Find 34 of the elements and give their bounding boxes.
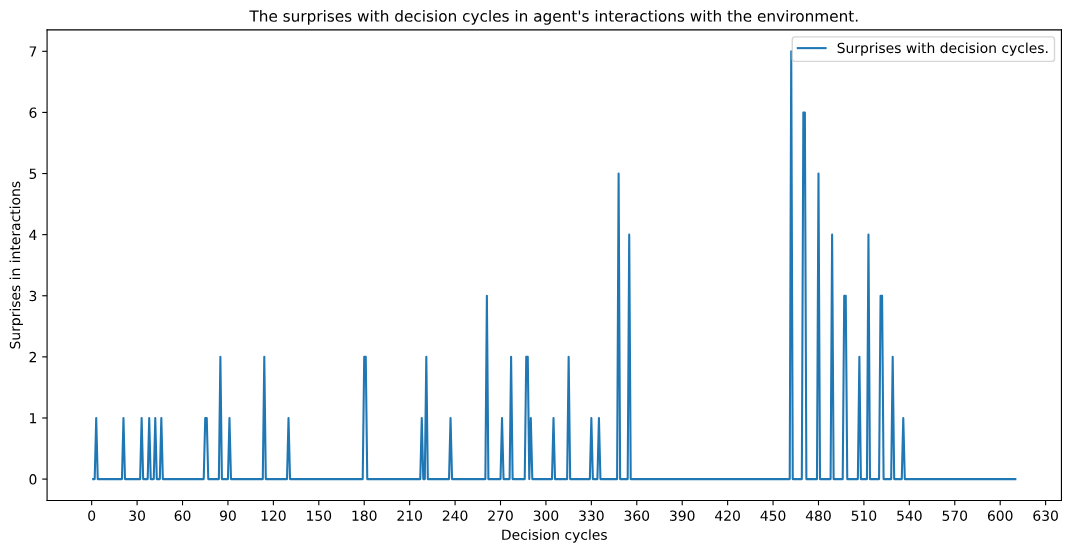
x-tick-label: 540 — [897, 510, 922, 521]
y-tick-label: 7 — [29, 46, 37, 57]
y-tick-label: 1 — [30, 413, 37, 424]
x-tick-label: 60 — [174, 510, 191, 521]
x-axis-title: Decision cycles — [502, 529, 607, 543]
y-tick-label: 0 — [29, 474, 37, 485]
y-tick-label: 3 — [29, 290, 37, 302]
x-tick-label: 570 — [942, 510, 968, 521]
x-tick-label: 120 — [261, 510, 286, 521]
x-tick-label: 330 — [579, 510, 604, 521]
x-tick-label: 390 — [670, 510, 695, 521]
x-tick-label: 480 — [805, 510, 831, 521]
x-tick-label: 270 — [488, 510, 513, 521]
x-tick-label: 180 — [352, 510, 377, 521]
x-tick-label: 510 — [851, 510, 877, 521]
x-tick-label: 240 — [442, 510, 468, 521]
x-tick-label: 0 — [88, 510, 96, 521]
x-tick-label: 210 — [397, 510, 422, 521]
chart-title: The surprises with decision cycles in agent's interactions with the environment. — [249, 9, 858, 25]
x-tick-label: 600 — [987, 510, 1013, 521]
x-tick-label: 360 — [624, 510, 650, 521]
y-tick-label: 2 — [29, 351, 36, 363]
x-tick-label: 300 — [533, 510, 559, 521]
x-tick-label: 30 — [129, 510, 146, 521]
x-tick-label: 420 — [715, 510, 740, 521]
y-tick-label: 5 — [29, 168, 37, 180]
y-tick-label: 4 — [29, 229, 37, 240]
x-tick-label: 630 — [1033, 510, 1058, 521]
legend-label: Surprises with decision cycles. — [837, 42, 1048, 56]
x-tick-label: 150 — [307, 510, 332, 521]
y-tick-label: 6 — [29, 107, 37, 118]
x-tick-label: 450 — [760, 510, 786, 521]
y-axis-title: Surprises in interactions — [9, 181, 23, 349]
x-tick-label: 90 — [219, 510, 236, 521]
